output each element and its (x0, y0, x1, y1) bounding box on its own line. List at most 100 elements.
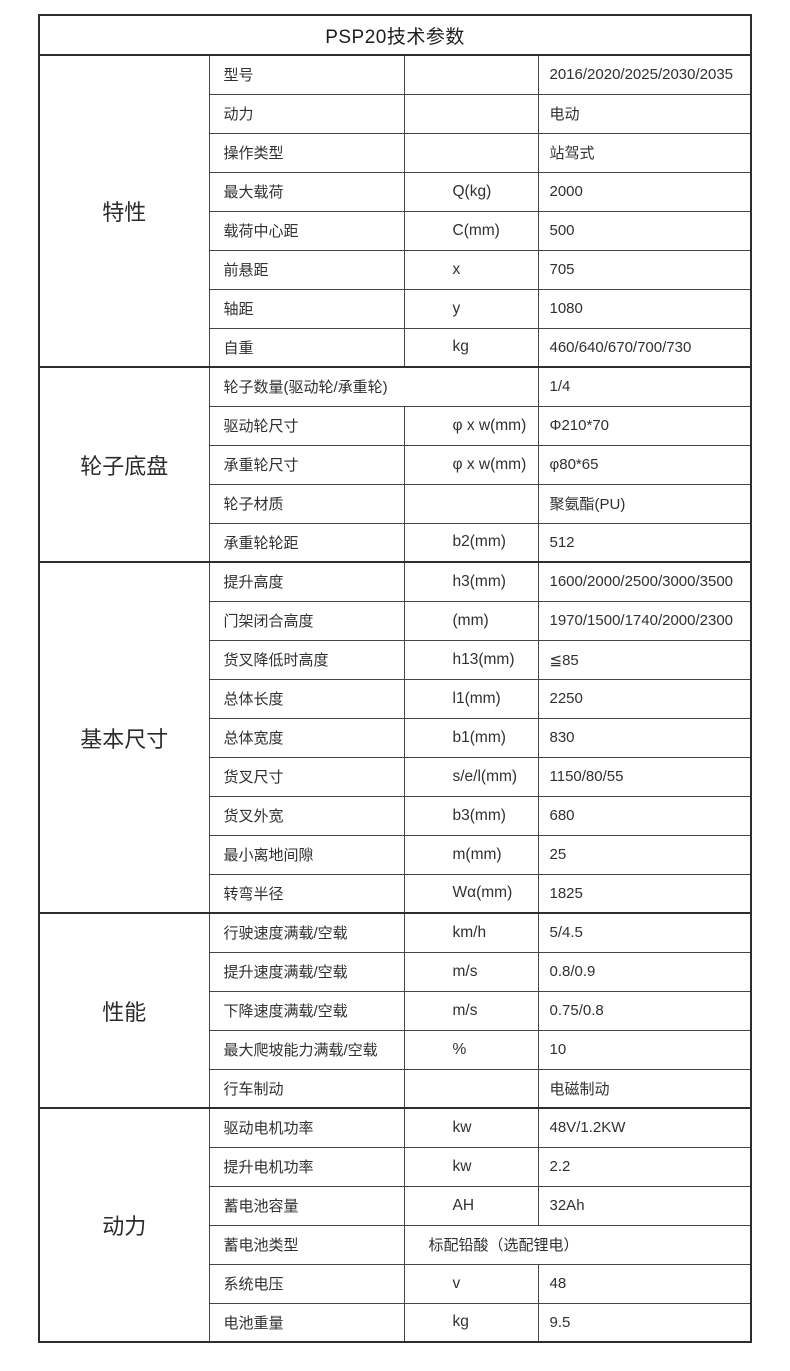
table-row: 轮子材质 聚氨酯(PU) (39, 483, 752, 524)
value-cell: 2000 (537, 171, 752, 212)
value-cell: 830 (537, 717, 752, 758)
symbol-cell: h3(mm) (403, 561, 539, 602)
value-cell: 2250 (537, 678, 752, 719)
value-cell: 聚氨酯(PU) (537, 483, 752, 524)
param-name-cell: 承重轮尺寸 (208, 444, 405, 485)
table-row: 基本尺寸 提升高度 h3(mm) 1600/2000/2500/3000/3500 (38, 561, 752, 914)
section-label: 基本尺寸 (38, 561, 210, 914)
param-name-cell: 自重 (208, 327, 405, 368)
param-name-cell: 蓄电池类型 (208, 1224, 405, 1265)
symbol-cell: y (403, 288, 539, 329)
param-name-cell: 动力 (208, 93, 405, 134)
symbol-cell: m(mm) (403, 834, 539, 875)
param-name-cell: 下降速度满载/空载 (208, 990, 405, 1031)
param-name-cell: 行车制动 (208, 1068, 405, 1109)
table-row: 承重轮轮距 b2(mm) 512 (39, 522, 752, 563)
table-row: 载荷中心距 C(mm) 500 (39, 210, 752, 251)
symbol-cell (403, 54, 539, 95)
symbol-cell: h13(mm) (403, 639, 539, 680)
table-row: 最大载荷 Q(kg) 2000 (39, 171, 752, 212)
value-cell: ≦85 (537, 639, 752, 680)
value-cell: 电动 (537, 93, 752, 134)
symbol-cell (403, 1068, 539, 1109)
value-cell: Φ210*70 (537, 405, 752, 446)
param-name-cell: 转弯半径 (208, 873, 405, 914)
param-name-cell: 驱动轮尺寸 (208, 405, 405, 446)
param-name-cell: 最小离地间隙 (208, 834, 405, 875)
symbol-cell: (mm) (403, 600, 539, 641)
value-cell: 9.5 (537, 1302, 752, 1343)
param-name-cell: 提升电机功率 (208, 1146, 405, 1187)
param-name-cell: 门架闭合高度 (208, 600, 405, 641)
section-label: 性能 (38, 912, 210, 1109)
param-name-cell: 轮子材质 (208, 483, 405, 524)
value-cell: 10 (537, 1029, 752, 1070)
value-cell: φ80*65 (537, 444, 752, 485)
param-name-cell: 轮子数量(驱动轮/承重轮) (208, 366, 539, 407)
value-cell: 500 (537, 210, 752, 251)
table-row: 提升电机功率 kw 2.2 (39, 1146, 752, 1187)
value-cell: 0.8/0.9 (537, 951, 752, 992)
param-name-cell: 电池重量 (208, 1302, 405, 1343)
section-label: 动力 (38, 1107, 210, 1343)
value-cell: 1150/80/55 (537, 756, 752, 797)
symbol-cell (403, 93, 539, 134)
symbol-cell: kw (403, 1146, 539, 1187)
value-cell: 32Ah (537, 1185, 752, 1226)
value-cell: 1825 (537, 873, 752, 914)
value-cell: 0.75/0.8 (537, 990, 752, 1031)
param-name-cell: 总体宽度 (208, 717, 405, 758)
table-row: 门架闭合高度 (mm) 1970/1500/1740/2000/2300 (39, 600, 752, 641)
symbol-cell: kg (403, 1302, 539, 1343)
value-cell: 705 (537, 249, 752, 290)
param-name-cell: 最大爬坡能力满载/空载 (208, 1029, 405, 1070)
param-name-cell: 型号 (208, 54, 405, 95)
table-row: 货叉外宽 b3(mm) 680 (39, 795, 752, 836)
symbol-cell: AH (403, 1185, 539, 1226)
param-name-cell: 前悬距 (208, 249, 405, 290)
spec-sheet: PSP20技术参数 特性 型号 2016/2020/2025/2030/2035 动力… (38, 14, 753, 1343)
table-row: 性能 行驶速度满载/空载 km/h 5/4.5 (38, 912, 752, 1109)
symbol-cell: x (403, 249, 539, 290)
symbol-cell: m/s (403, 990, 539, 1031)
value-cell: 512 (537, 522, 752, 563)
param-name-cell: 货叉外宽 (208, 795, 405, 836)
value-cell: 电磁制动 (537, 1068, 752, 1109)
param-name-cell: 提升速度满载/空载 (208, 951, 405, 992)
title-row: PSP20技术参数 (38, 14, 752, 56)
table-row: 驱动轮尺寸 φ x w(mm) Φ210*70 (39, 405, 752, 446)
symbol-cell: km/h (403, 912, 539, 953)
value-cell: 48 (537, 1263, 752, 1304)
table-row: 轮子底盘 轮子数量(驱动轮/承重轮) 1/4 (38, 366, 752, 563)
param-name-cell: 行驶速度满载/空载 (208, 912, 405, 953)
table-row: 系统电压 v 48 (39, 1263, 752, 1304)
param-name-cell: 系统电压 (208, 1263, 405, 1304)
table-row: 轴距 y 1080 (39, 288, 752, 329)
page-title: PSP20技术参数 (38, 14, 752, 56)
symbol-cell: b2(mm) (403, 522, 539, 563)
value-cell: 1600/2000/2500/3000/3500 (537, 561, 752, 602)
symbol-cell: s/e/l(mm) (403, 756, 539, 797)
param-name-cell: 轴距 (208, 288, 405, 329)
symbol-cell: φ x w(mm) (403, 405, 539, 446)
symbol-cell: v (403, 1263, 539, 1304)
table-row: 蓄电池类型 标配铅酸（选配锂电） (39, 1224, 752, 1265)
value-cell: 1/4 (537, 366, 752, 407)
value-cell: 2.2 (537, 1146, 752, 1187)
value-cell: 2016/2020/2025/2030/2035 (537, 54, 752, 95)
value-cell: 标配铅酸（选配锂电） (403, 1224, 752, 1265)
table-row: 下降速度满载/空载 m/s 0.75/0.8 (39, 990, 752, 1031)
symbol-cell: kw (403, 1107, 539, 1148)
symbol-cell: m/s (403, 951, 539, 992)
table-row: 前悬距 x 705 (39, 249, 752, 290)
symbol-cell: l1(mm) (403, 678, 539, 719)
table-row: 总体长度 l1(mm) 2250 (39, 678, 752, 719)
table-row: 货叉尺寸 s/e/l(mm) 1150/80/55 (39, 756, 752, 797)
section-label: 特性 (38, 54, 210, 368)
table-row: 最小离地间隙 m(mm) 25 (39, 834, 752, 875)
table-row: 货叉降低时高度 h13(mm) ≦85 (39, 639, 752, 680)
spec-table-body: PSP20技术参数 特性 型号 2016/2020/2025/2030/2035 动力… (38, 14, 752, 1343)
symbol-cell (403, 483, 539, 524)
value-cell: 1970/1500/1740/2000/2300 (537, 600, 752, 641)
table-row: 提升速度满载/空载 m/s 0.8/0.9 (39, 951, 752, 992)
